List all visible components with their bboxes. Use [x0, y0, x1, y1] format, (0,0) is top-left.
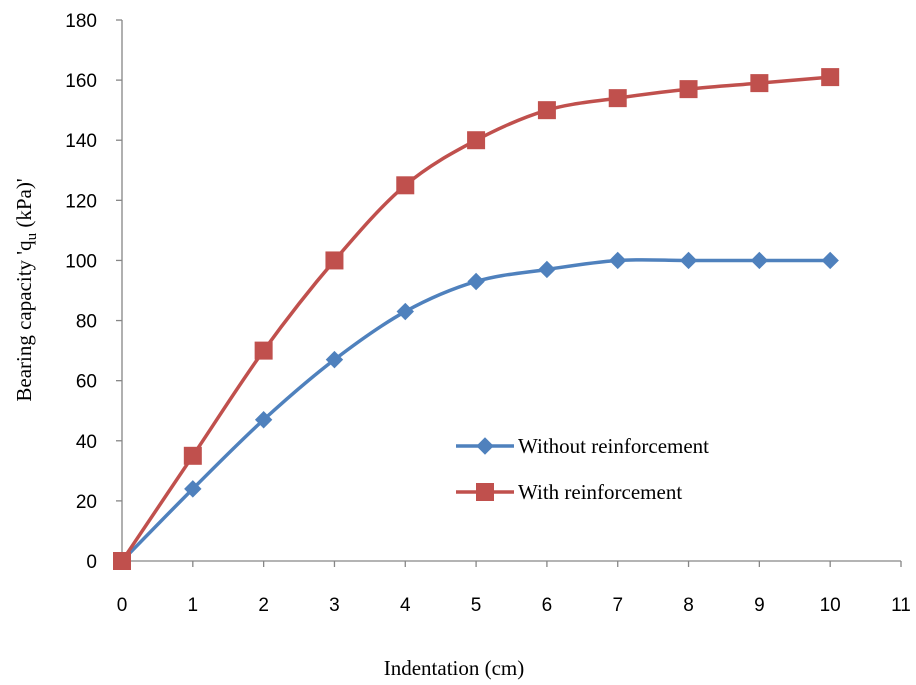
x-tick-label: 0: [117, 595, 128, 616]
diamond-marker: [609, 251, 627, 270]
y-axis-title-suffix: (kPa)': [12, 178, 36, 233]
square-marker: [537, 101, 556, 120]
series-1: [113, 251, 839, 570]
x-axis-title: Indentation (cm): [384, 656, 525, 680]
y-tick-label: 100: [65, 251, 97, 272]
square-marker: [679, 80, 698, 99]
diamond-marker: [750, 251, 769, 270]
y-tick-label: 160: [65, 71, 97, 92]
square-marker: [325, 251, 344, 270]
diamond-marker: [254, 411, 273, 429]
square-marker: [750, 74, 769, 93]
legend-item-2: With reinforcement: [456, 480, 682, 504]
y-tick-label: 0: [86, 552, 97, 573]
legend-label: With reinforcement: [518, 480, 682, 504]
x-tick-label: 7: [612, 595, 623, 616]
y-tick-label: 120: [65, 191, 97, 212]
x-axis-ticks: 0 1 2 3 4 5 6 7 8 9 10 11: [117, 561, 911, 616]
square-marker: [113, 552, 131, 570]
diamond-marker: [679, 251, 698, 270]
x-tick-label: 2: [258, 595, 269, 616]
square-marker: [467, 131, 486, 150]
legend: Without reinforcement With reinforcement: [456, 434, 709, 504]
axes: [121, 20, 901, 562]
square-marker: [396, 176, 415, 195]
diamond-marker: [396, 302, 414, 321]
y-axis-ticks: 0 20 40 60 80 100 120 140 160 180: [65, 11, 122, 573]
diamond-marker: [184, 480, 202, 498]
x-tick-label: 3: [329, 595, 340, 616]
y-axis-title-subscript: u: [24, 232, 40, 240]
square-marker: [608, 89, 627, 108]
x-tick-label: 10: [820, 595, 841, 616]
x-tick-label: 9: [754, 595, 765, 616]
y-tick-label: 140: [65, 131, 97, 152]
x-tick-label: 11: [891, 595, 911, 616]
x-tick-label: 4: [400, 595, 411, 616]
legend-label: Without reinforcement: [518, 434, 709, 458]
y-tick-label: 40: [76, 432, 97, 453]
legend-swatch-marker: [476, 437, 494, 455]
square-marker: [183, 446, 202, 465]
diamond-marker: [821, 251, 839, 270]
x-tick-label: 6: [542, 595, 553, 616]
y-axis-title: Bearing capacity 'qu (kPa)': [12, 178, 40, 401]
series-2: [113, 68, 840, 570]
y-tick-label: 180: [65, 11, 97, 32]
x-tick-label: 1: [188, 595, 199, 616]
y-tick-label: 60: [76, 372, 97, 393]
x-tick-label: 5: [471, 595, 482, 616]
legend-item-1: Without reinforcement: [456, 434, 709, 458]
series-line: [120, 258, 831, 563]
diamond-marker: [467, 272, 485, 291]
x-tick-label: 8: [683, 595, 694, 616]
diamond-marker: [325, 350, 344, 369]
y-tick-label: 20: [76, 492, 97, 513]
square-marker: [821, 68, 840, 87]
series-layer: [113, 68, 840, 570]
y-axis-title-prefix: Bearing capacity 'q: [12, 240, 36, 402]
legend-swatch-marker: [476, 483, 494, 501]
square-marker: [254, 341, 273, 360]
diamond-marker: [538, 260, 556, 279]
y-tick-label: 80: [76, 312, 97, 333]
